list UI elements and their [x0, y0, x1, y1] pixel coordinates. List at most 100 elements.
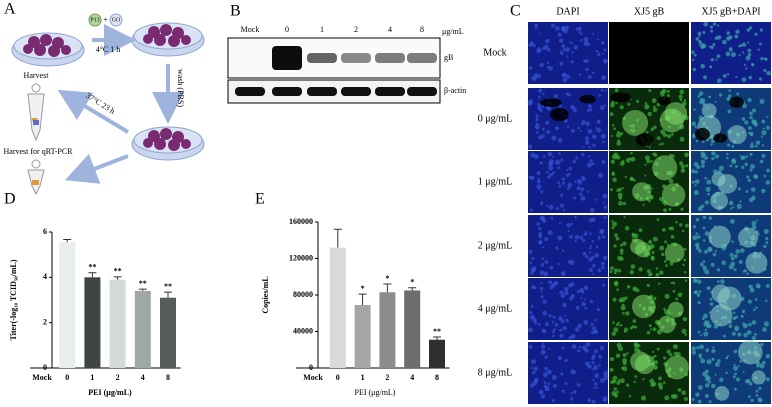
cell: [634, 375, 638, 378]
cell: [592, 143, 596, 147]
cell: [747, 178, 751, 183]
cell: [560, 271, 566, 277]
cell: [757, 397, 762, 402]
plaque: [751, 370, 766, 385]
cell: [668, 207, 672, 211]
cell: [657, 329, 662, 335]
cell: [616, 380, 621, 385]
x-tick-label: Mock: [32, 373, 52, 382]
bar: [329, 247, 346, 368]
plaque: [717, 174, 738, 194]
cell: [544, 44, 549, 49]
cell: [619, 161, 625, 166]
cell: [596, 307, 601, 312]
cell: [672, 289, 676, 293]
cell: [648, 146, 651, 149]
cell: [684, 279, 688, 282]
cell: [695, 246, 700, 251]
cell: [602, 283, 606, 287]
y-tick-label: 0: [309, 363, 313, 372]
micrograph: [528, 22, 608, 84]
cell: [698, 34, 701, 38]
cell: [547, 175, 551, 179]
cell: [531, 366, 534, 370]
cell: [741, 309, 746, 314]
cell: [706, 286, 711, 291]
cell: [552, 383, 557, 388]
plaque: [708, 225, 731, 248]
cell: [700, 159, 706, 165]
cell: [733, 349, 738, 354]
cell: [568, 166, 573, 171]
cell: [644, 174, 647, 177]
cell: [622, 241, 627, 246]
cell: [707, 247, 713, 252]
cell: [590, 331, 595, 335]
cell: [539, 109, 543, 113]
cell: [750, 133, 753, 137]
cell: [701, 43, 707, 49]
cell: [588, 155, 591, 158]
cell: [577, 178, 581, 182]
cell: [640, 395, 647, 401]
cell: [717, 78, 722, 83]
x-tick-label: Mock: [303, 373, 323, 382]
cell: [680, 168, 686, 173]
cell: [581, 239, 586, 243]
cell: [540, 295, 544, 299]
cell: [700, 358, 706, 364]
plaque: [701, 103, 717, 119]
cell: [546, 47, 551, 52]
cell: [709, 297, 713, 301]
cell: [559, 50, 564, 55]
cell: [603, 205, 608, 210]
cell: [534, 124, 540, 130]
cell: [588, 251, 592, 254]
cell: [708, 400, 712, 404]
cell: [695, 217, 700, 222]
band: [307, 53, 337, 63]
cell: [578, 30, 581, 34]
cell: [750, 187, 756, 192]
cell: [610, 380, 614, 384]
cell: [623, 330, 627, 333]
cell: [591, 273, 594, 276]
cell: [675, 297, 679, 301]
x-axis-title: PEI (μg/mL): [355, 388, 396, 397]
cell: [539, 62, 544, 68]
y-tick-label: 160000: [289, 217, 313, 226]
cell: [712, 346, 715, 349]
cell: [732, 316, 737, 321]
cell: [704, 231, 710, 237]
cell: [595, 49, 599, 53]
cell: [697, 399, 702, 404]
cell: [566, 187, 570, 191]
harvest-label: Harvest: [24, 71, 50, 80]
cell: [765, 299, 768, 303]
cell: [700, 333, 703, 337]
cell: [574, 327, 580, 332]
cell: [603, 48, 607, 52]
cell: [755, 219, 759, 222]
cell: [627, 102, 631, 106]
panel-label: D: [4, 191, 16, 208]
cell: [589, 232, 592, 235]
cell: [650, 256, 655, 261]
cell: [533, 153, 539, 159]
plaque: [659, 108, 684, 133]
cell: [598, 354, 603, 359]
cell: [705, 186, 711, 192]
cell: [570, 128, 575, 134]
cell: [666, 134, 672, 139]
cell: [583, 285, 589, 290]
cell: [528, 175, 532, 179]
cell: [544, 260, 549, 264]
cell: [666, 243, 669, 246]
cell: [751, 119, 757, 125]
cell: [598, 363, 602, 367]
cell: [612, 297, 617, 302]
cell: [728, 47, 733, 52]
cell: [729, 252, 734, 258]
cell: [766, 115, 769, 118]
cell: [691, 50, 695, 54]
